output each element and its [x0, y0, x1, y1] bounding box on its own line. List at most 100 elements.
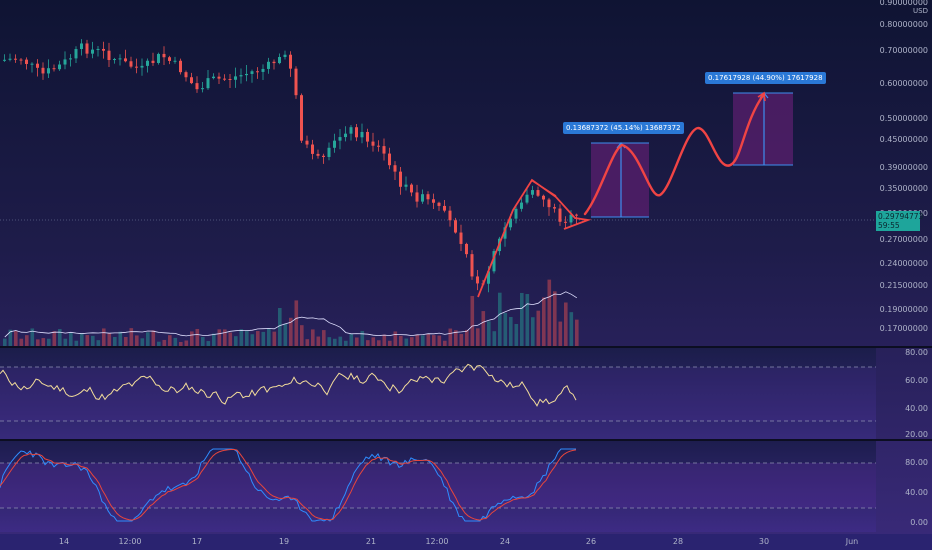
- candle: [256, 71, 259, 73]
- volume-bar: [531, 317, 535, 346]
- candle: [19, 59, 23, 61]
- time-tick: 28: [672, 537, 684, 546]
- volume-bar: [58, 329, 62, 346]
- volume-bar: [14, 331, 18, 346]
- time-tick: 14: [58, 537, 70, 546]
- volume-bar: [399, 335, 403, 346]
- volume-bar: [201, 336, 205, 346]
- candle: [553, 207, 556, 209]
- candle: [41, 67, 45, 74]
- candle: [30, 63, 34, 65]
- current-price-value: 0.29794773: [878, 212, 924, 221]
- volume-bar: [146, 332, 150, 346]
- volume-bar: [102, 328, 106, 346]
- candle: [564, 221, 567, 223]
- volume-bar: [267, 328, 271, 346]
- rsi-pane[interactable]: [0, 348, 876, 439]
- candle: [355, 127, 358, 138]
- price-tick: 0.60000000: [879, 79, 928, 88]
- volume-bar: [426, 334, 431, 346]
- candle: [536, 190, 540, 196]
- rsi-axis[interactable]: 80.00 60.00 40.00 20.00: [876, 348, 932, 439]
- volume-bar: [206, 341, 211, 346]
- candle: [85, 43, 89, 54]
- candle: [217, 76, 221, 79]
- candle: [129, 61, 133, 67]
- pane-divider-2[interactable]: [0, 439, 932, 441]
- time-axis[interactable]: 14 12:00 17 19 21 12:00 24 26 28 30 Jun: [0, 534, 932, 550]
- volume-bar: [157, 341, 161, 346]
- volume-bar: [393, 331, 398, 346]
- candle: [107, 50, 111, 61]
- candle: [415, 192, 419, 202]
- measure-box-2[interactable]: [733, 93, 793, 165]
- rsi-tick: 40.00: [905, 404, 928, 413]
- candle: [426, 194, 430, 200]
- volume-bar: [476, 328, 480, 346]
- candle: [360, 131, 364, 138]
- price-tick: 0.24000000: [879, 259, 928, 268]
- candle: [261, 68, 265, 72]
- candle: [102, 48, 105, 51]
- candle: [140, 65, 144, 68]
- pane-divider-1[interactable]: [0, 346, 932, 348]
- candle: [525, 194, 529, 203]
- volume-bar: [47, 338, 51, 346]
- candle: [151, 60, 155, 63]
- price-axis[interactable]: 0.90000000 USD 0.80000000 0.70000000 0.6…: [876, 0, 932, 346]
- volume-bar: [19, 338, 24, 346]
- volume-bar: [173, 337, 178, 346]
- candle: [157, 53, 160, 63]
- volume-bar: [278, 307, 282, 346]
- volume-bar: [481, 311, 486, 346]
- volume-bar: [487, 321, 491, 346]
- rsi-tick: 60.00: [905, 376, 928, 385]
- candle: [366, 131, 369, 142]
- volume-bar: [30, 328, 35, 346]
- candle: [190, 77, 193, 84]
- volume-bar: [289, 317, 293, 346]
- volume-bar: [190, 331, 194, 346]
- price-tick: 0.45000000: [879, 135, 928, 144]
- candle: [465, 243, 468, 255]
- candle: [168, 57, 171, 61]
- time-tick: 21: [365, 537, 377, 546]
- candle: [250, 71, 254, 74]
- measure-box-1[interactable]: [591, 143, 649, 217]
- candle: [289, 54, 292, 69]
- candle: [520, 202, 523, 209]
- volume-bar: [41, 338, 46, 346]
- candle: [223, 78, 226, 80]
- main-price-pane[interactable]: 0.13687372 (45.14%) 13687372 0.17617928 …: [0, 0, 876, 346]
- volume-bar: [151, 330, 156, 346]
- candle: [135, 66, 138, 68]
- candle: [371, 141, 375, 146]
- candle: [146, 60, 149, 66]
- candle: [74, 49, 78, 59]
- volume-bar: [135, 335, 139, 346]
- projection-path[interactable]: [583, 92, 766, 216]
- candle: [514, 208, 518, 219]
- stoch-k-line: [0, 448, 576, 522]
- candle: [179, 60, 182, 73]
- candle: [239, 75, 243, 77]
- stoch-rsi-pane[interactable]: [0, 441, 876, 532]
- stoch-axis[interactable]: 80.00 40.00 0.00: [876, 441, 932, 534]
- rsi-tick: 80.00: [905, 348, 928, 357]
- candle: [377, 145, 380, 147]
- volume-bar: [162, 339, 167, 346]
- volume-bar: [52, 331, 57, 346]
- candle: [569, 214, 573, 223]
- candle: [421, 194, 424, 202]
- stoch-chart-svg: [0, 448, 876, 522]
- volume-bars: [3, 279, 579, 346]
- volume-bar: [404, 338, 409, 346]
- candle: [278, 57, 281, 64]
- candle: [575, 214, 578, 216]
- stoch-tick: 40.00: [905, 488, 928, 497]
- price-chart-svg: [0, 39, 876, 346]
- candle: [195, 83, 199, 90]
- candle: [245, 73, 248, 76]
- candle: [201, 88, 204, 90]
- drawn-pattern-lines[interactable]: [477, 178, 592, 298]
